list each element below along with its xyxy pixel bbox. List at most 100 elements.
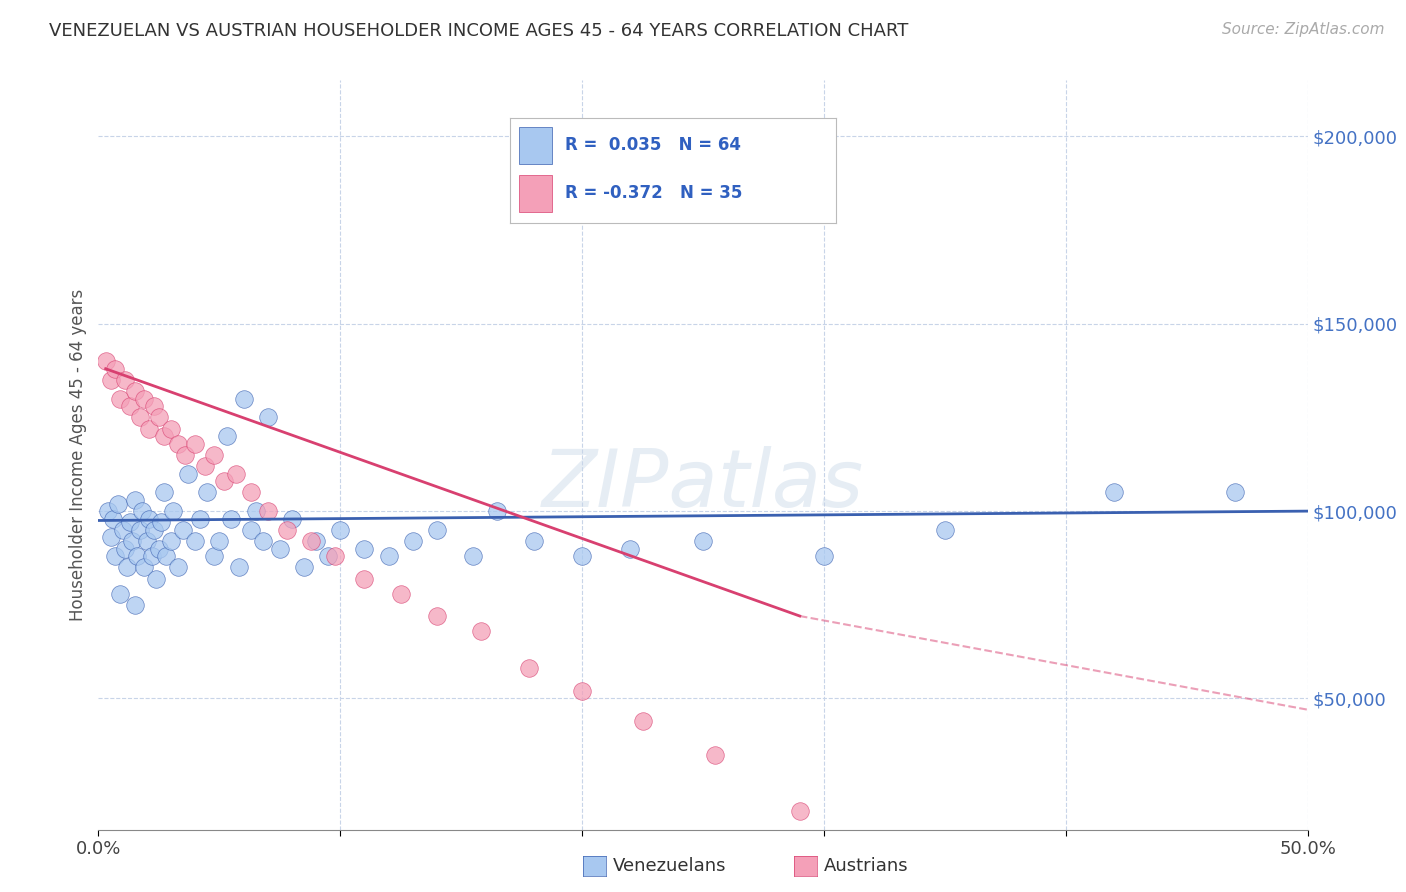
Point bbox=[111, 523, 134, 537]
Point bbox=[194, 459, 217, 474]
Text: Source: ZipAtlas.com: Source: ZipAtlas.com bbox=[1222, 22, 1385, 37]
Point bbox=[377, 549, 399, 563]
Point bbox=[104, 361, 127, 376]
Point bbox=[160, 534, 183, 549]
Point bbox=[135, 534, 157, 549]
Point bbox=[155, 549, 177, 563]
Point bbox=[813, 549, 835, 563]
Point bbox=[195, 485, 218, 500]
Point bbox=[162, 504, 184, 518]
Point bbox=[121, 534, 143, 549]
Point bbox=[704, 747, 727, 762]
Point bbox=[523, 534, 546, 549]
Point bbox=[143, 399, 166, 413]
Point bbox=[228, 560, 250, 574]
Point bbox=[571, 684, 593, 698]
Point bbox=[1223, 485, 1246, 500]
Point bbox=[94, 354, 117, 368]
Point bbox=[124, 598, 146, 612]
Point bbox=[221, 511, 243, 525]
Point bbox=[256, 504, 278, 518]
Point bbox=[276, 523, 298, 537]
Point bbox=[114, 541, 136, 556]
Point bbox=[152, 485, 174, 500]
Point bbox=[353, 572, 375, 586]
Point bbox=[619, 541, 641, 556]
Point bbox=[108, 392, 131, 406]
Point bbox=[141, 549, 163, 563]
Point bbox=[486, 504, 509, 518]
Point bbox=[292, 560, 315, 574]
Point bbox=[789, 804, 811, 818]
Point bbox=[134, 560, 156, 574]
Point bbox=[305, 534, 328, 549]
Point bbox=[184, 436, 207, 450]
Point bbox=[150, 516, 173, 530]
Point bbox=[426, 609, 449, 624]
Point bbox=[463, 549, 485, 563]
Point bbox=[571, 549, 593, 563]
Point bbox=[252, 534, 274, 549]
Text: Venezuelans: Venezuelans bbox=[613, 857, 727, 875]
Point bbox=[269, 541, 291, 556]
Point bbox=[174, 448, 197, 462]
Point bbox=[184, 534, 207, 549]
Point bbox=[100, 373, 122, 387]
Point bbox=[177, 467, 200, 481]
Point bbox=[353, 541, 375, 556]
Text: Austrians: Austrians bbox=[824, 857, 908, 875]
Point bbox=[215, 429, 238, 443]
Point bbox=[402, 534, 425, 549]
Y-axis label: Householder Income Ages 45 - 64 years: Householder Income Ages 45 - 64 years bbox=[69, 289, 87, 621]
Point bbox=[1102, 485, 1125, 500]
Point bbox=[118, 516, 141, 530]
Point bbox=[138, 511, 160, 525]
Point bbox=[97, 504, 120, 518]
Point bbox=[325, 549, 347, 563]
Point bbox=[143, 523, 166, 537]
Point bbox=[128, 523, 150, 537]
Point bbox=[107, 497, 129, 511]
Point bbox=[108, 586, 131, 600]
Point bbox=[225, 467, 247, 481]
Point bbox=[134, 392, 156, 406]
Point bbox=[145, 572, 167, 586]
Point bbox=[208, 534, 231, 549]
Point bbox=[204, 549, 226, 563]
Point bbox=[631, 714, 654, 728]
Point bbox=[172, 523, 194, 537]
Point bbox=[127, 549, 149, 563]
Point bbox=[204, 448, 226, 462]
Point bbox=[160, 422, 183, 436]
Point bbox=[281, 511, 304, 525]
Point bbox=[131, 504, 153, 518]
Point bbox=[104, 549, 127, 563]
Point bbox=[101, 511, 124, 525]
Point bbox=[245, 504, 267, 518]
Point bbox=[148, 541, 170, 556]
Point bbox=[517, 661, 540, 675]
Point bbox=[934, 523, 956, 537]
Point bbox=[100, 530, 122, 544]
Point bbox=[232, 392, 254, 406]
Point bbox=[426, 523, 449, 537]
Point bbox=[389, 586, 412, 600]
Point bbox=[299, 534, 322, 549]
Point bbox=[124, 384, 146, 399]
Point bbox=[239, 523, 262, 537]
Point bbox=[692, 534, 714, 549]
Point bbox=[138, 422, 160, 436]
Point bbox=[256, 410, 278, 425]
Point bbox=[188, 511, 211, 525]
Point bbox=[117, 560, 139, 574]
Point bbox=[239, 485, 262, 500]
Point bbox=[118, 399, 141, 413]
Point bbox=[124, 492, 146, 507]
Point bbox=[167, 436, 190, 450]
Point bbox=[167, 560, 190, 574]
Point bbox=[470, 624, 492, 638]
Point bbox=[148, 410, 170, 425]
Point bbox=[329, 523, 352, 537]
Point bbox=[212, 474, 235, 488]
Point bbox=[316, 549, 339, 563]
